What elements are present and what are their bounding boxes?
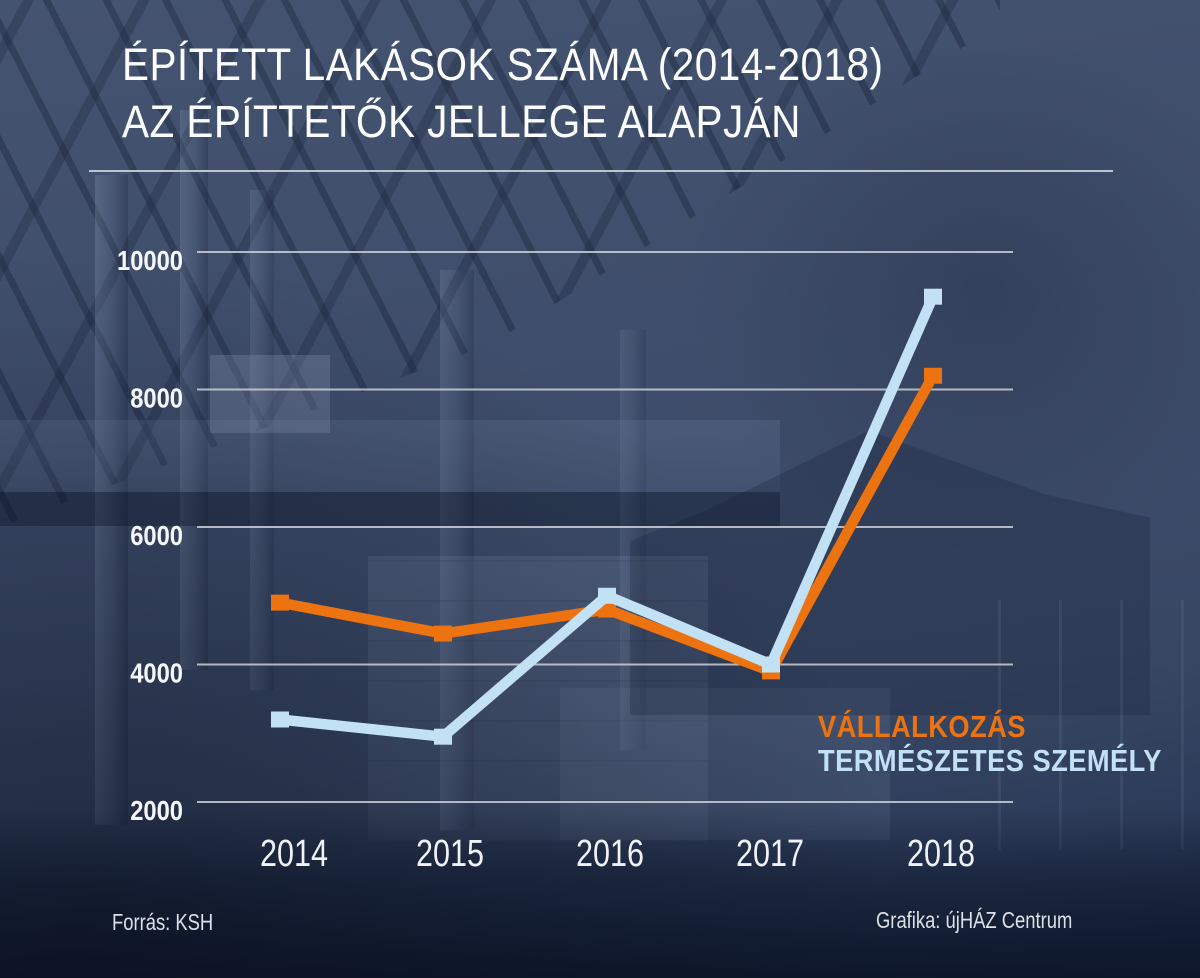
series-marker-1 — [762, 656, 780, 673]
x-tick-label: 2016 — [576, 833, 644, 875]
series-marker-1 — [598, 587, 616, 604]
legend: VÁLLALKOZÁS TERMÉSZETES SZEMÉLY — [818, 710, 1162, 778]
legend-label-vallalkozas: VÁLLALKOZÁS — [818, 709, 1026, 744]
title-divider — [89, 170, 1113, 172]
y-tick-label: 8000 — [130, 383, 183, 414]
x-tick-label: 2014 — [260, 833, 328, 875]
legend-label-termeszetes-szemely: TERMÉSZETES SZEMÉLY — [818, 743, 1162, 778]
series-marker-0 — [924, 367, 942, 384]
legend-item-termeszetes-szemely: TERMÉSZETES SZEMÉLY — [818, 744, 1162, 778]
source-note: Forrás: KSH — [112, 909, 214, 935]
y-tick-label: 10000 — [117, 245, 183, 276]
legend-item-vallalkozas: VÁLLALKOZÁS — [818, 710, 1162, 744]
chart-title-line1: ÉPÍTETT LAKÁSOK SZÁMA (2014-2018) — [122, 39, 884, 90]
series-line-1 — [279, 294, 938, 743]
x-tick-label: 2017 — [736, 833, 804, 875]
series-marker-1 — [924, 288, 942, 305]
series-marker-1 — [434, 728, 452, 745]
x-tick-label: 2015 — [416, 833, 484, 875]
credit-note: Grafika: újHÁZ Centrum — [876, 907, 1073, 933]
chart-title: ÉPÍTETT LAKÁSOK SZÁMA (2014-2018) AZ ÉPÍ… — [122, 36, 883, 150]
y-tick-label: 4000 — [130, 658, 183, 689]
series-marker-0 — [271, 594, 289, 611]
y-tick-label: 6000 — [130, 520, 183, 551]
series-marker-0 — [434, 625, 452, 642]
y-tick-label: 2000 — [130, 795, 183, 826]
chart-title-line2: AZ ÉPÍTTETŐK JELLEGE ALAPJÁN — [122, 96, 801, 147]
x-tick-label: 2018 — [907, 833, 975, 875]
series-marker-1 — [271, 711, 289, 728]
